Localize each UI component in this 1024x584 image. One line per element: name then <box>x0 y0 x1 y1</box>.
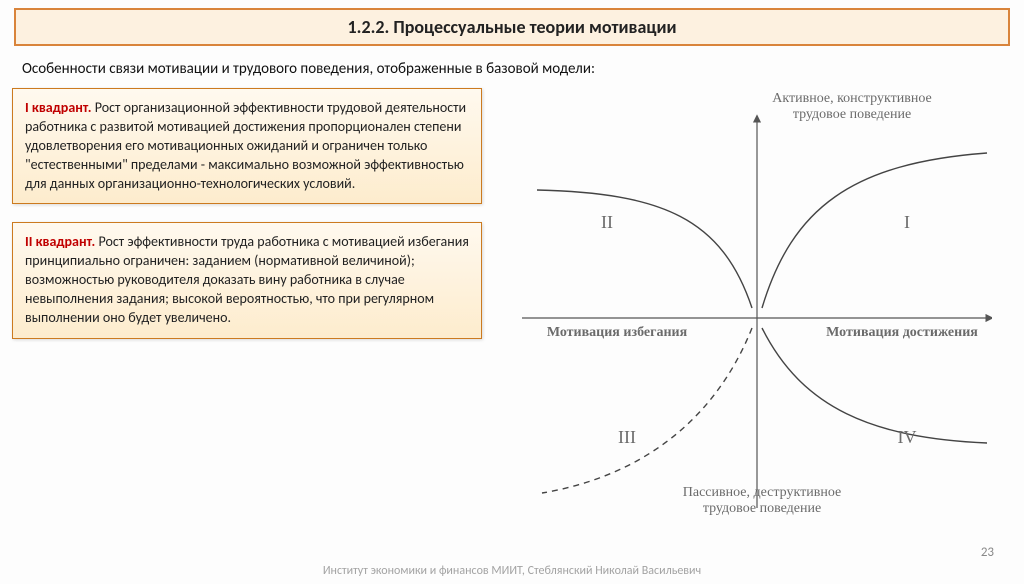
slide-subtitle: Особенности связи мотивации и трудового … <box>22 60 1002 78</box>
svg-text:трудовое поведение: трудовое поведение <box>793 107 911 122</box>
svg-text:Мотивация избегания: Мотивация избегания <box>547 325 688 340</box>
svg-text:III: III <box>618 427 636 447</box>
text-column: I квадрант. Рост организационной эффекти… <box>12 88 492 518</box>
box1-lead: I квадрант. <box>25 99 92 116</box>
box1-text: Рост организационной эффективности трудо… <box>25 99 466 192</box>
svg-text:I: I <box>904 212 910 232</box>
svg-text:Мотивация достижения: Мотивация достижения <box>826 325 978 340</box>
svg-text:II: II <box>601 212 613 232</box>
quadrant1-box: I квадрант. Рост организационной эффекти… <box>12 88 482 204</box>
content-area: I квадрант. Рост организационной эффекти… <box>0 88 1024 518</box>
box2-lead: II квадрант. <box>25 233 95 250</box>
svg-text:Пассивное, деструктивное: Пассивное, деструктивное <box>683 485 841 500</box>
svg-text:трудовое поведение: трудовое поведение <box>703 501 821 516</box>
quadrant2-box: II квадрант. Рост эффективности труда ра… <box>12 222 482 338</box>
quadrant-diagram: IIIIIIIVАктивное, конструктивноетрудовое… <box>492 88 1012 518</box>
slide-title-bar: 1.2.2. Процессуальные теории мотивации <box>14 8 1010 46</box>
slide-title: 1.2.2. Процессуальные теории мотивации <box>348 16 677 38</box>
svg-text:IV: IV <box>898 427 917 447</box>
page-number: 23 <box>981 545 994 560</box>
diagram-svg: IIIIIIIVАктивное, конструктивноетрудовое… <box>492 88 992 518</box>
svg-text:Активное, конструктивное: Активное, конструктивное <box>772 91 931 106</box>
